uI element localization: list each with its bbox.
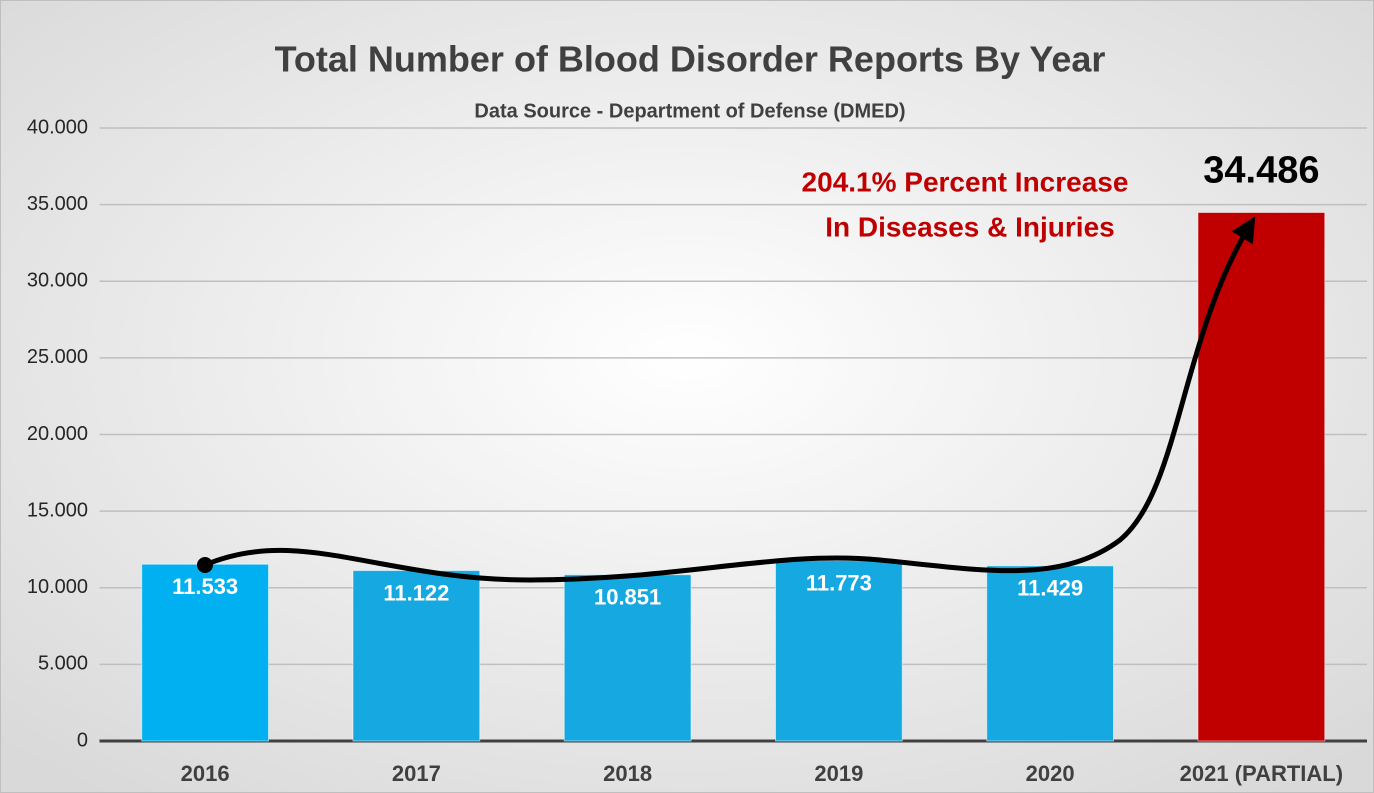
x-tick-label: 2018 xyxy=(603,761,652,786)
bar xyxy=(352,570,481,742)
bar xyxy=(1197,212,1326,742)
annotation: 204.1% Percent Increase xyxy=(802,166,1129,197)
bar xyxy=(563,574,692,742)
y-tick-label: 25.000 xyxy=(27,346,88,368)
value-label: 10.851 xyxy=(594,585,661,610)
arrow-start xyxy=(197,557,213,573)
x-tick-label: 2020 xyxy=(1026,761,1075,786)
bar xyxy=(141,563,269,742)
value-label: 11.773 xyxy=(806,570,872,595)
bar xyxy=(775,560,903,742)
y-tick-label: 0 xyxy=(77,729,88,751)
y-tick-label: 20.000 xyxy=(27,423,88,445)
value-label: 34.486 xyxy=(1203,150,1319,192)
value-label: 11.533 xyxy=(172,574,238,599)
value-label: 11.122 xyxy=(383,580,449,605)
x-tick-label: 2019 xyxy=(814,761,863,786)
chart-title: Total Number of Blood Disorder Reports B… xyxy=(275,39,1106,80)
grid xyxy=(99,127,1367,743)
bars xyxy=(141,212,1326,742)
value-label: 11.429 xyxy=(1017,576,1083,601)
x-tick-label: 2017 xyxy=(392,761,441,786)
chart-subtitle: Data Source - Department of Defense (DME… xyxy=(474,100,905,122)
y-tick-label: 15.000 xyxy=(27,499,88,521)
y-tick-label: 40.000 xyxy=(27,116,88,138)
y-tick-label: 5.000 xyxy=(38,653,88,675)
y-tick-label: 35.000 xyxy=(27,193,88,215)
x-tick-label: 2016 xyxy=(181,761,230,786)
labels: 0 5.000 10.000 15.000 20.000 25.000 30.000 35.0… xyxy=(27,116,1343,786)
trend-arrow xyxy=(204,216,1256,583)
annotation: In Diseases & Injuries xyxy=(825,211,1114,242)
y-tick-label: 30.000 xyxy=(27,270,88,292)
bar xyxy=(986,565,1114,742)
y-tick-label: 10.000 xyxy=(27,576,88,598)
x-tick-label: 2021 (PARTIAL) xyxy=(1180,761,1343,786)
